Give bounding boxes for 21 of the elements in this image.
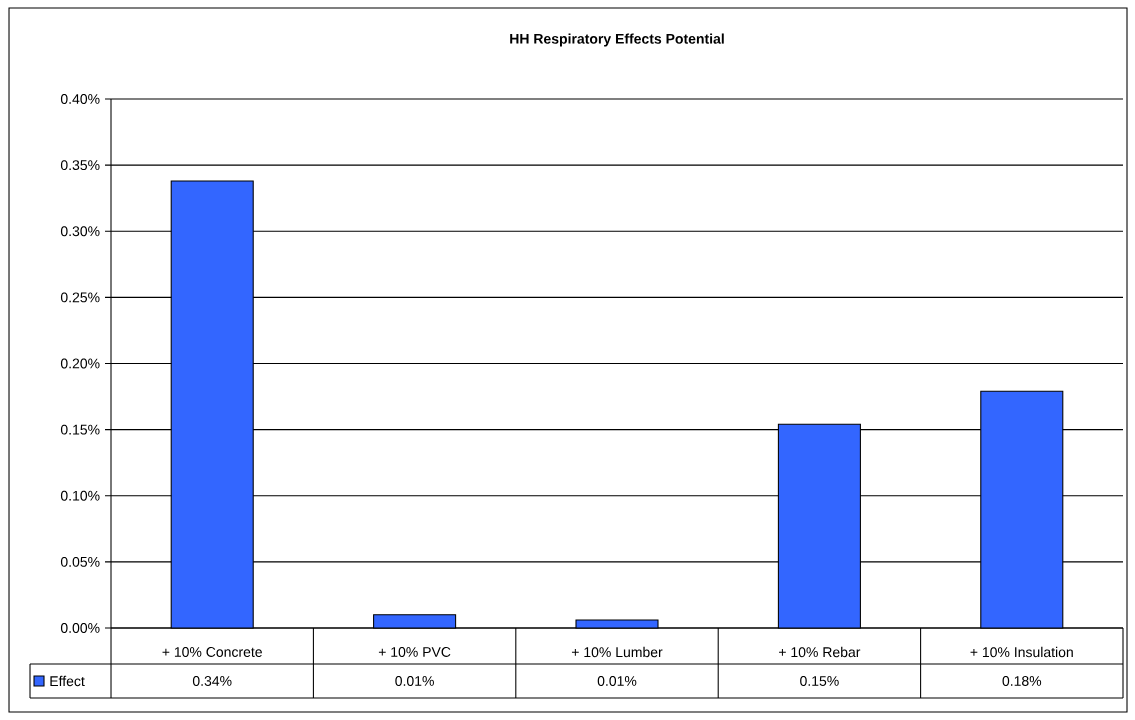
data-label: 0.01% xyxy=(395,676,434,686)
data-label: 0.15% xyxy=(800,676,839,686)
y-tick-label: 0.40% xyxy=(60,94,100,104)
data-label: 0.34% xyxy=(192,676,232,686)
x-tick-label: + 10% Lumber xyxy=(571,646,663,658)
chart-title: HH Respiratory Effects Potential xyxy=(510,33,724,47)
legend-label: Effect xyxy=(50,675,85,687)
x-tick-label: + 10% PVC xyxy=(378,647,451,657)
y-tick-label: 0.30% xyxy=(60,226,100,237)
x-tick-label: + 10% Insulation xyxy=(970,646,1073,658)
y-tick-label: 0.35% xyxy=(60,160,100,171)
y-tick-label: 0.10% xyxy=(60,490,100,501)
data-label: 0.01% xyxy=(597,676,637,686)
y-tick-label: 0.20% xyxy=(60,358,100,369)
x-tick-label: + 10% Concrete xyxy=(162,647,262,657)
data-label: 0.18% xyxy=(1002,676,1042,686)
y-tick-label: 0.25% xyxy=(60,292,100,303)
y-tick-label: 0.15% xyxy=(60,424,100,435)
x-tick-label: + 10% Rebar xyxy=(779,646,861,658)
y-tick-label: 0.05% xyxy=(60,556,100,567)
y-tick-label: 0.00% xyxy=(60,623,100,633)
